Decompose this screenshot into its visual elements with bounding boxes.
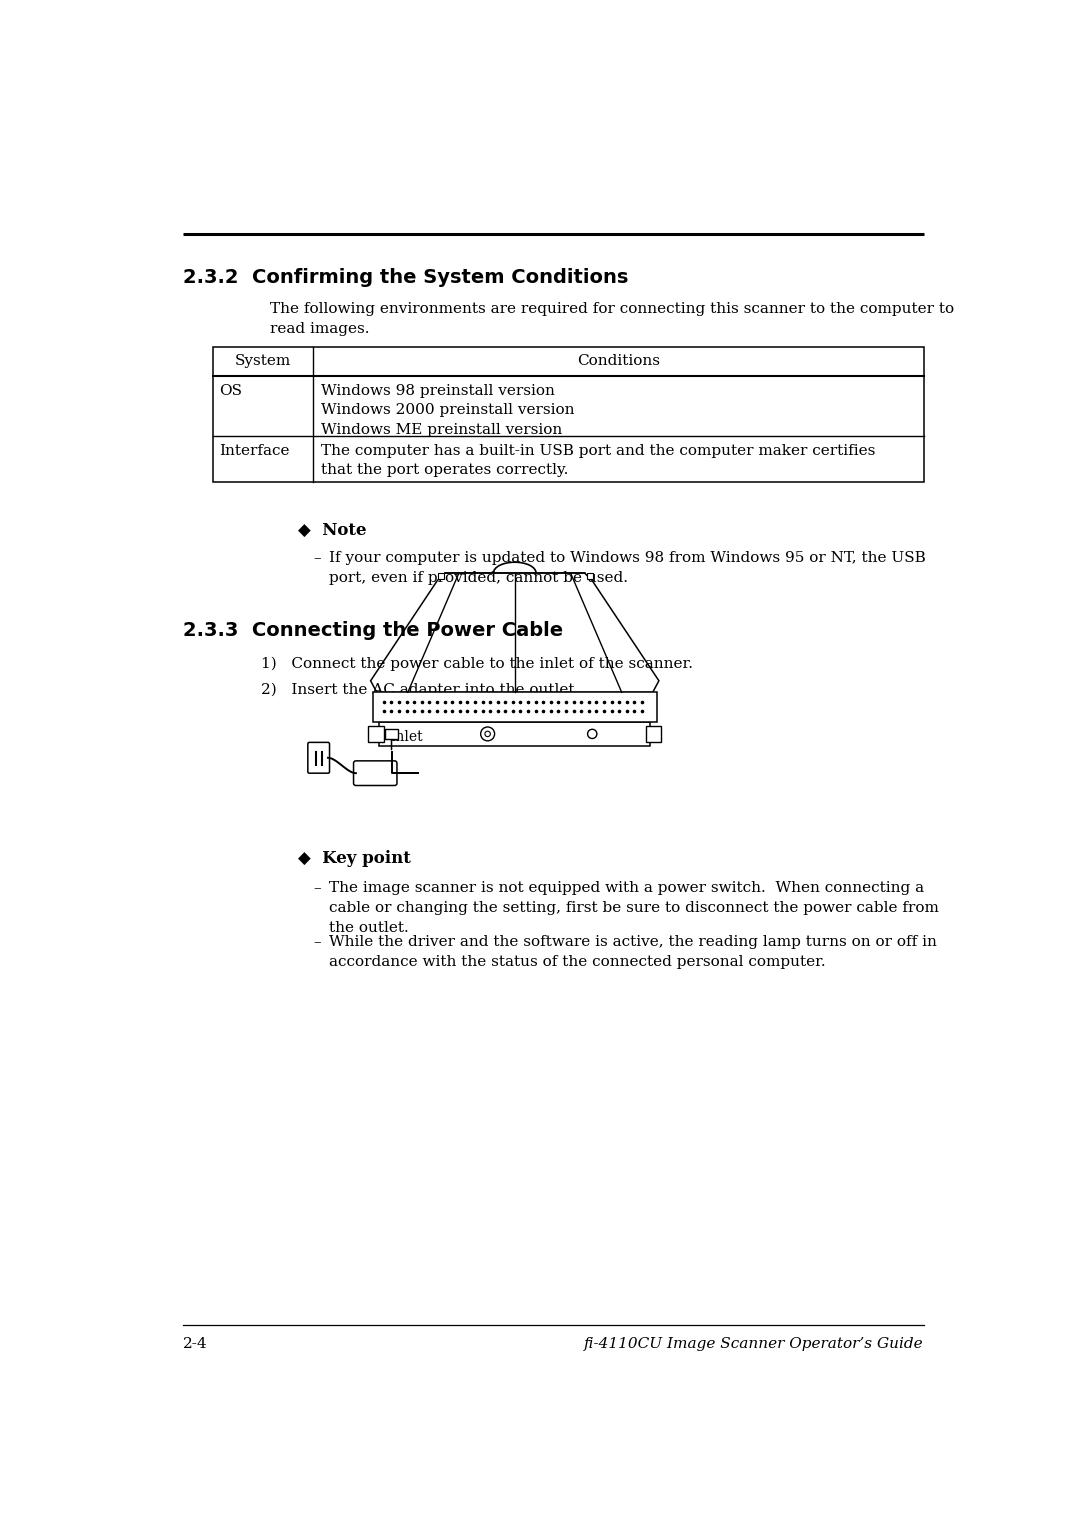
Bar bbox=[386, 729, 397, 738]
Bar bbox=[646, 726, 661, 741]
Circle shape bbox=[485, 732, 490, 736]
Text: fi-4110CU Image Scanner Operator’s Guide: fi-4110CU Image Scanner Operator’s Guide bbox=[584, 1337, 924, 1351]
Text: ◆  Note: ◆ Note bbox=[298, 523, 366, 539]
Text: 2-4: 2-4 bbox=[183, 1337, 207, 1351]
Text: 2.3.2  Confirming the System Conditions: 2.3.2 Confirming the System Conditions bbox=[183, 267, 629, 287]
FancyBboxPatch shape bbox=[308, 743, 329, 773]
Text: Conditions: Conditions bbox=[577, 354, 660, 368]
Text: 2.3.3  Connecting the Power Cable: 2.3.3 Connecting the Power Cable bbox=[183, 620, 563, 640]
Bar bbox=[379, 721, 650, 746]
Text: System: System bbox=[234, 354, 291, 368]
Bar bbox=[373, 692, 657, 721]
Text: 2)   Insert the AC adapter into the outlet.: 2) Insert the AC adapter into the outlet… bbox=[260, 683, 579, 697]
Bar bbox=[368, 726, 383, 741]
Text: The image scanner is not equipped with a power switch.  When connecting a
cable : The image scanner is not equipped with a… bbox=[328, 882, 939, 935]
FancyBboxPatch shape bbox=[353, 761, 397, 785]
Text: –: – bbox=[313, 552, 321, 565]
Bar bbox=[586, 573, 593, 579]
Text: Windows 98 preinstall version
Windows 2000 preinstall version
Windows ME preinst: Windows 98 preinstall version Windows 20… bbox=[321, 384, 575, 437]
Circle shape bbox=[588, 729, 597, 738]
Text: While the driver and the software is active, the reading lamp turns on or off in: While the driver and the software is act… bbox=[328, 935, 936, 969]
Text: The following environments are required for connecting this scanner to the compu: The following environments are required … bbox=[270, 303, 954, 336]
Text: –: – bbox=[313, 882, 321, 895]
Text: –: – bbox=[313, 935, 321, 949]
Circle shape bbox=[481, 727, 495, 741]
Text: The computer has a built-in USB port and the computer maker certifies
that the p: The computer has a built-in USB port and… bbox=[321, 443, 876, 477]
Bar bbox=[213, 347, 924, 483]
Text: ◆  Key point: ◆ Key point bbox=[298, 850, 410, 868]
Text: OS: OS bbox=[218, 384, 242, 397]
Text: Interface: Interface bbox=[218, 443, 289, 457]
Polygon shape bbox=[370, 573, 659, 692]
Text: If your computer is updated to Windows 98 from Windows 95 or NT, the USB
port, e: If your computer is updated to Windows 9… bbox=[328, 552, 926, 585]
Bar bbox=[438, 573, 444, 579]
Text: 1)   Connect the power cable to the inlet of the scanner.: 1) Connect the power cable to the inlet … bbox=[260, 656, 692, 671]
Text: Inlet: Inlet bbox=[391, 730, 423, 744]
